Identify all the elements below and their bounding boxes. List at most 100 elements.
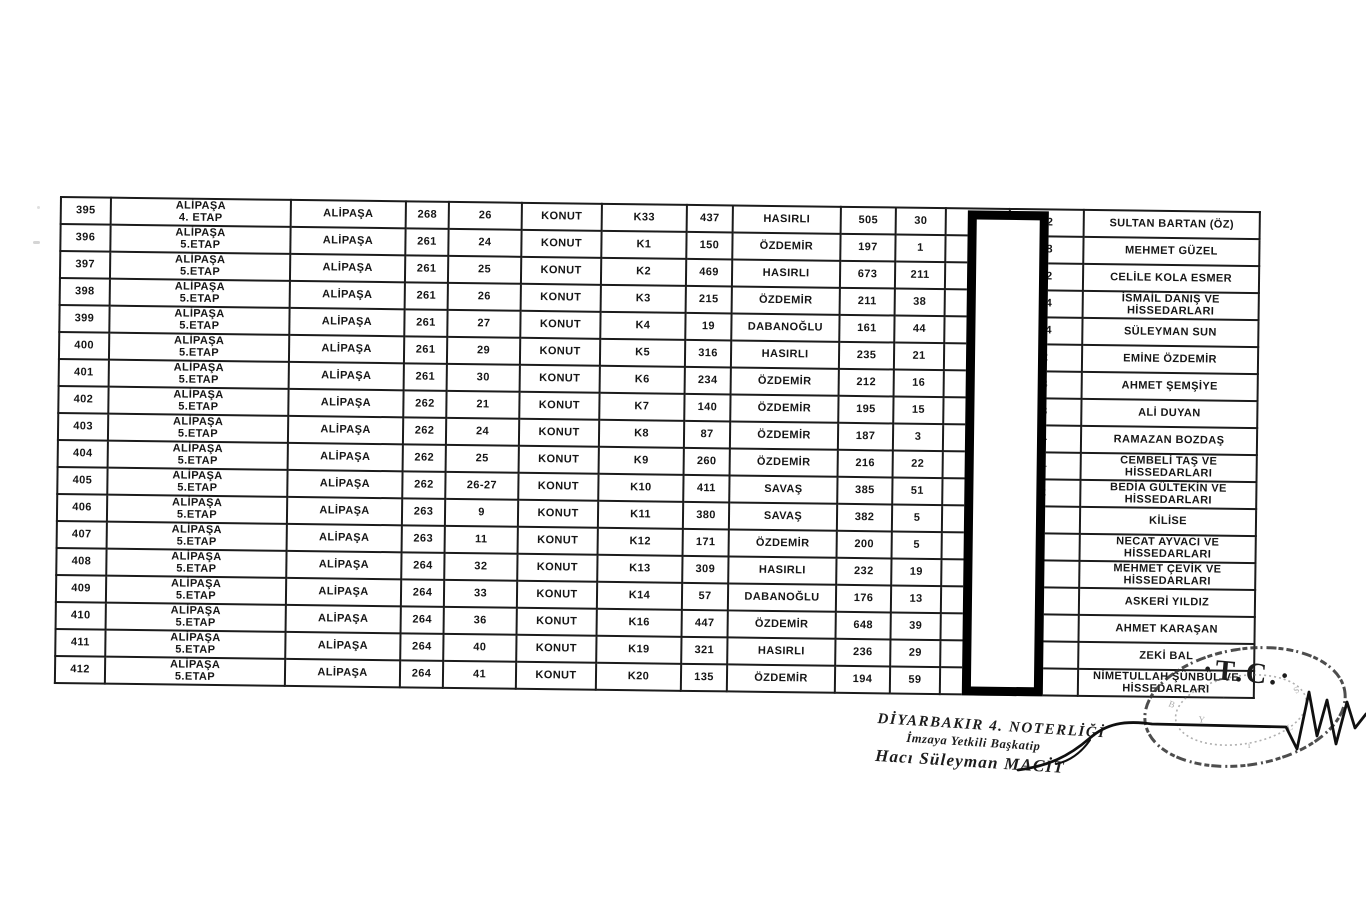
cell-unit-no: 437 [686,204,733,233]
cell-block-no: 262 [402,417,447,445]
cell-stage: ALİPAŞA 5.ETAP [109,305,290,335]
cell-surname: ÖZDEMİR [729,421,839,450]
cell-lot-no: 36 [443,606,517,635]
cell-stage: ALİPAŞA 5.ETAP [105,575,287,605]
cell-type: KONUT [517,526,598,555]
cell-surname: ÖZDEMİR [726,664,836,693]
cell-value1: 382 [836,503,893,532]
cell-value1: 648 [835,611,891,640]
cell-value2: 13 [890,585,942,614]
cell-building: K19 [596,635,682,664]
cell-building: K3 [600,284,686,313]
cell-district: ALİPAŞA [288,361,404,391]
cell-owner-name: BEDİA GÜLTEKİN VE HİSSEDARLARI [1080,479,1257,510]
cell-stage-line2: 5.ETAP [180,238,221,251]
cell-lot-no: 29 [446,336,521,365]
cell-type: KONUT [518,418,600,447]
cell-value1: 232 [836,557,892,586]
cell-building: K14 [596,581,683,610]
cell-block-no: 261 [404,255,449,283]
cell-seq-no: 409 [55,574,107,603]
cell-value1: 161 [839,314,895,343]
cell-stage: ALİPAŞA 5.ETAP [108,332,290,362]
cell-owner-name: SÜLEYMAN SUN [1082,317,1259,348]
cell-type: KONUT [519,337,601,366]
cell-stage: ALİPAŞA 5.ETAP [109,251,291,281]
cell-stage: ALİPAŞA 5.ETAP [110,224,291,254]
cell-surname: SAVAŞ [729,475,838,504]
cell-value1: 236 [835,638,891,667]
cell-stage: ALİPAŞA 5.ETAP [107,467,288,497]
cell-value1: 216 [837,449,893,478]
cell-seq-no: 400 [58,332,110,360]
cell-value1: 212 [838,368,894,397]
cell-stage-line2: 5.ETAP [175,642,216,656]
cell-stage: ALİPAŞA 5.ETAP [109,278,290,308]
cell-owner-name: İSMAİL DANIŞ VE HİSSEDARLARI [1082,290,1259,321]
notary-signature-block: DİYARBAKIR 4. NOTERLİĞİ İmzaya Yetkili B… [875,711,1107,780]
cell-type: KONUT [516,580,598,609]
cell-lot-no: 30 [446,363,520,392]
cell-stage: ALİPAŞA 5.ETAP [104,656,286,686]
cell-lot-no: 41 [442,660,517,689]
cell-owner-name: MEHMET ÇEVİK VE HİSSEDARLARI [1079,560,1256,591]
cell-type: KONUT [516,607,597,636]
cell-district: ALİPAŞA [286,496,403,526]
cell-surname: ÖZDEMİR [728,529,837,558]
cell-building: K9 [598,446,684,475]
cell-seq-no: 397 [59,251,111,279]
cell-value2: 19 [891,558,942,587]
cell-stage-line2: 5.ETAP [176,561,217,575]
cell-stage-line2: 5.ETAP [178,400,219,413]
cell-building: K7 [599,392,685,421]
cell-unit-no: 469 [685,258,733,287]
cell-value2: 22 [892,450,943,479]
cell-stage: ALİPAŞA 5.ETAP [107,413,289,443]
cell-lot-no: 32 [444,552,518,581]
cell-type: KONUT [520,256,602,285]
cell-owner-name: EMİNE ÖZDEMİR [1081,344,1259,375]
cell-seq-no: 396 [60,224,111,252]
cell-lot-no: 26-27 [445,471,519,500]
cell-block-no: 264 [400,579,445,607]
cell-seq-no: 406 [56,493,108,522]
cell-unit-no: 411 [683,474,730,503]
cell-surname: DABANOĞLU [731,313,840,342]
cell-district: ALİPAŞA [290,226,406,256]
cell-value2: 44 [894,315,945,344]
cell-district: ALİPAŞA [290,199,406,229]
cell-type: KONUT [517,553,598,582]
cell-unit-no: 309 [682,555,729,584]
cell-owner-name: AHMET ŞEMŞİYE [1081,371,1258,402]
parcel-table-body: 395 ALİPAŞA 4. ETAP ALİPAŞA 268 26 KONUT… [54,197,1260,699]
cell-block-no: 262 [403,390,447,418]
cell-value2: 30 [895,207,946,236]
cell-district: ALİPAŞA [288,334,405,364]
cell-lot-no: 26 [447,282,521,311]
cell-surname: HASIRLI [731,259,841,288]
cell-stage: ALİPAŞA 5.ETAP [107,440,288,470]
cell-surname: DABANOĞLU [727,583,837,612]
cell-district: ALİPAŞA [289,280,405,310]
cell-owner-name: AHMET KARAŞAN [1078,614,1255,645]
cell-district: ALİPAŞA [288,388,404,418]
cell-unit-no: 321 [681,636,728,665]
cell-owner-name: MEHMET GÜZEL [1083,236,1260,267]
cell-lot-no: 11 [444,525,518,554]
scan-speck [33,241,40,244]
cell-value2: 38 [894,288,945,317]
cell-value2: 59 [889,666,941,695]
cell-stage-line2: 5.ETAP [175,615,216,629]
cell-building: K6 [599,365,685,394]
cell-type: KONUT [520,310,601,339]
cell-block-no: 264 [401,552,445,580]
cell-unit-no: 316 [684,339,732,368]
cell-lot-no: 21 [446,390,520,419]
cell-stage-line2: 5.ETAP [176,534,217,548]
cell-unit-no: 19 [685,312,732,341]
cell-stage-line2: 5.ETAP [179,319,220,332]
cell-owner-name: ASKERİ YILDIZ [1078,587,1256,618]
cell-block-no: 263 [401,525,445,553]
cell-type: KONUT [519,364,600,393]
cell-seq-no: 398 [59,278,110,306]
